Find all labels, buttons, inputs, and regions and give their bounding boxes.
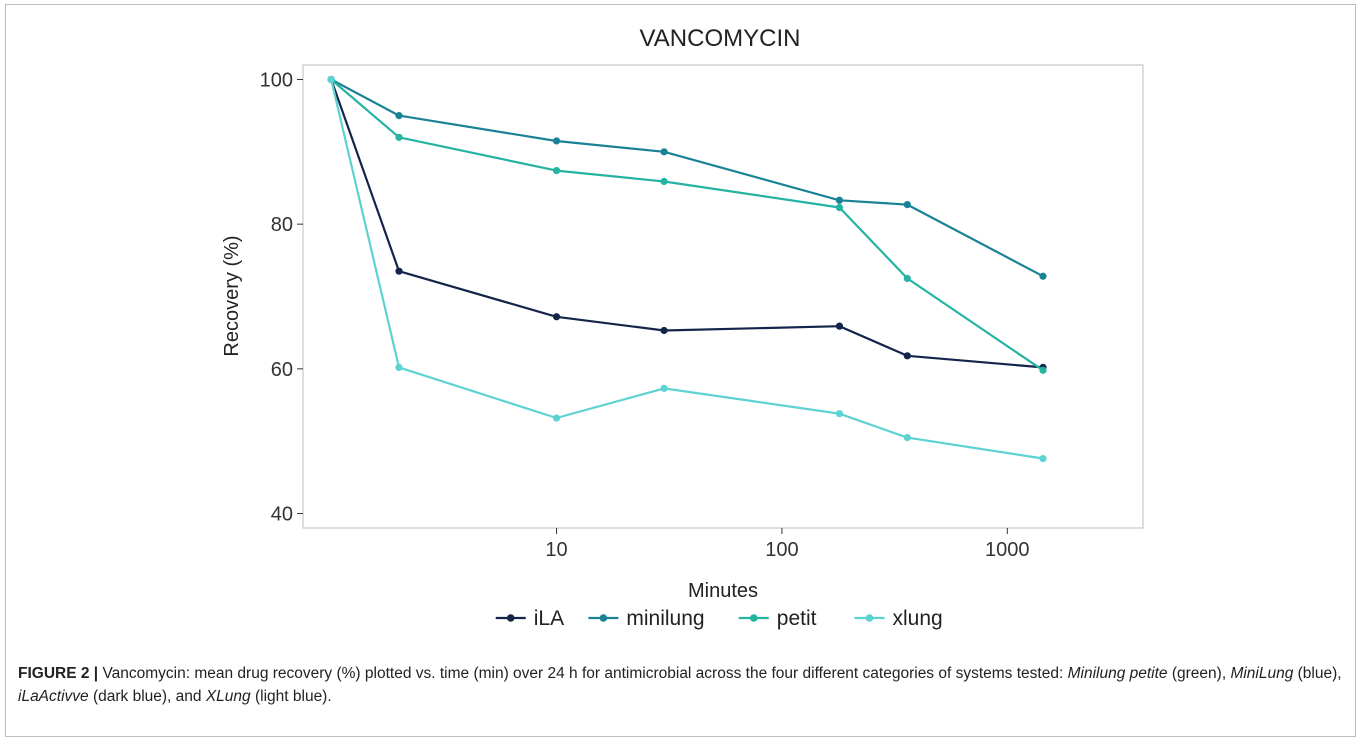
y-axis-label: Recovery (%) [221, 235, 243, 356]
legend-item-petit: petit [738, 607, 817, 630]
caption-em: XLung [205, 688, 251, 705]
legend-label: xlung [893, 607, 943, 630]
plot-panel [302, 64, 1144, 529]
legend-label: minilung [626, 607, 704, 630]
caption-text: (light blue). [250, 688, 332, 705]
series-minilung [327, 75, 1047, 280]
legend-item-xlung: xlung [854, 607, 943, 630]
caption-text: (blue), [1293, 665, 1342, 682]
legend-key-point [506, 614, 515, 622]
x-tick-label: 10 [545, 539, 567, 561]
data-point [903, 352, 911, 360]
figure-frame [5, 4, 1356, 737]
series-xlung [327, 75, 1047, 463]
series-line [330, 78, 1044, 278]
data-point [660, 326, 668, 335]
legend-item-minilung: minilung [588, 607, 705, 630]
legend-label: iLA [534, 607, 564, 630]
y-tick-label: 60 [271, 359, 293, 381]
caption-label: FIGURE 2 | [18, 665, 99, 682]
x-axis: 10 100 1000 [545, 528, 1030, 561]
series-iLA [327, 75, 1047, 371]
legend-label: petit [777, 607, 817, 630]
caption-em: MiniLung [1230, 665, 1294, 682]
caption-text: (dark blue), and [88, 688, 206, 705]
y-tick-label: 40 [271, 504, 293, 526]
legend-item-iLA: iLA [495, 607, 564, 630]
data-point [660, 148, 668, 156]
y-axis: 40 60 80 100 [260, 69, 303, 526]
data-point [1039, 454, 1047, 463]
data-point [660, 384, 668, 392]
data-point [552, 137, 561, 145]
data-point [903, 274, 911, 283]
legend: iLA minilung petit xlung [495, 607, 943, 630]
chart-title: VANCOMYCIN [640, 25, 801, 52]
data-point [395, 133, 403, 141]
legend-key-point [749, 614, 758, 622]
data-point [660, 177, 668, 186]
figure-caption: FIGURE 2 | Vancomycin: mean drug recover… [18, 662, 1343, 708]
data-point [903, 433, 911, 442]
data-point [1039, 366, 1047, 374]
data-point [552, 313, 561, 321]
legend-key-point [865, 614, 874, 622]
y-tick-label: 80 [271, 214, 293, 236]
data-point [835, 196, 844, 204]
data-point [552, 167, 561, 175]
y-tick-label: 100 [260, 69, 293, 91]
x-tick-label: 1000 [985, 539, 1030, 561]
x-axis-label: Minutes [688, 580, 758, 602]
data-point [903, 201, 911, 209]
data-point [552, 414, 561, 422]
legend-key-point [599, 614, 608, 622]
data-point [835, 203, 844, 212]
caption-text: (green), [1167, 665, 1231, 682]
caption-em: iLaActivve [18, 688, 89, 705]
series-line [330, 78, 1044, 372]
data-point [327, 75, 335, 84]
data-point [835, 410, 844, 418]
data-point [395, 267, 403, 275]
caption-em: Minilung petite [1067, 665, 1168, 682]
data-point [395, 363, 403, 371]
data-point [835, 322, 844, 330]
line-chart: VANCOMYCIN 40 60 80 100 10 100 1000 Recovery … [221, 25, 1144, 630]
caption-text: Vancomycin: mean drug recovery (%) plott… [98, 665, 1068, 682]
x-tick-label: 100 [765, 539, 798, 561]
series-line [330, 79, 1044, 460]
series-layer [327, 75, 1047, 463]
data-point [395, 112, 403, 120]
data-point [1039, 272, 1047, 280]
